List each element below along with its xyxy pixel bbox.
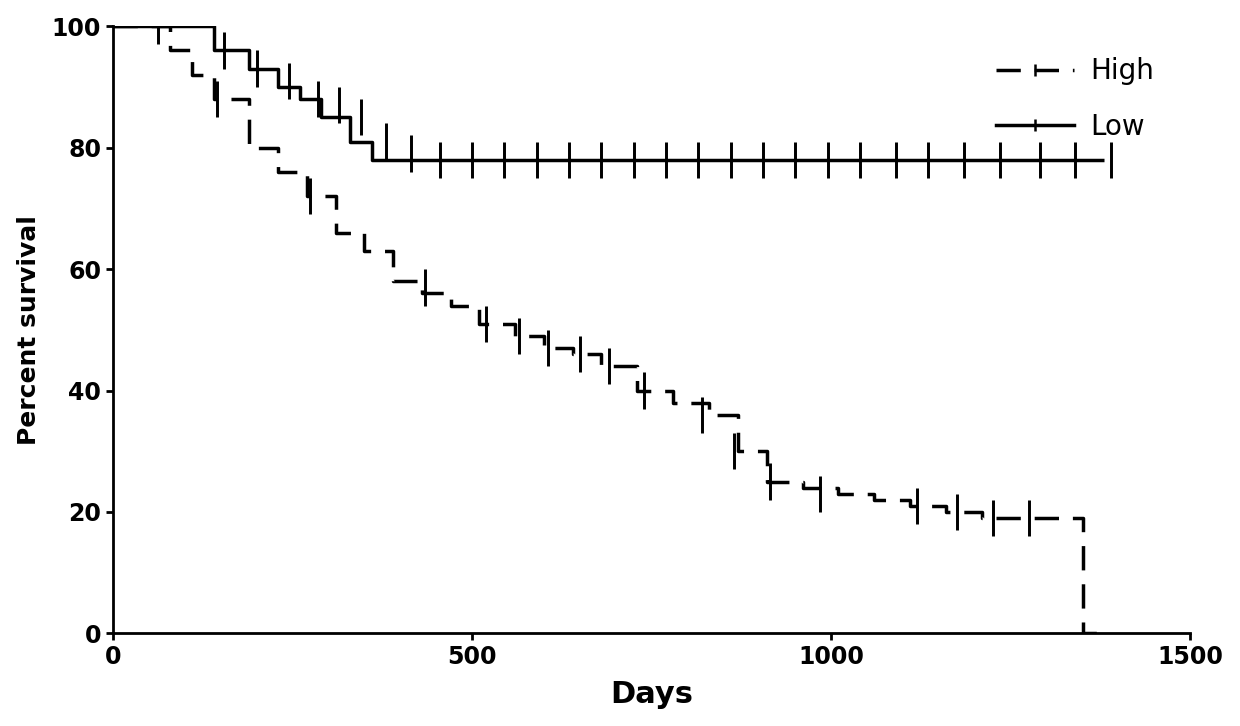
X-axis label: Days: Days bbox=[610, 680, 693, 709]
Legend: High, Low: High, Low bbox=[986, 46, 1166, 152]
Y-axis label: Percent survival: Percent survival bbox=[16, 215, 41, 445]
